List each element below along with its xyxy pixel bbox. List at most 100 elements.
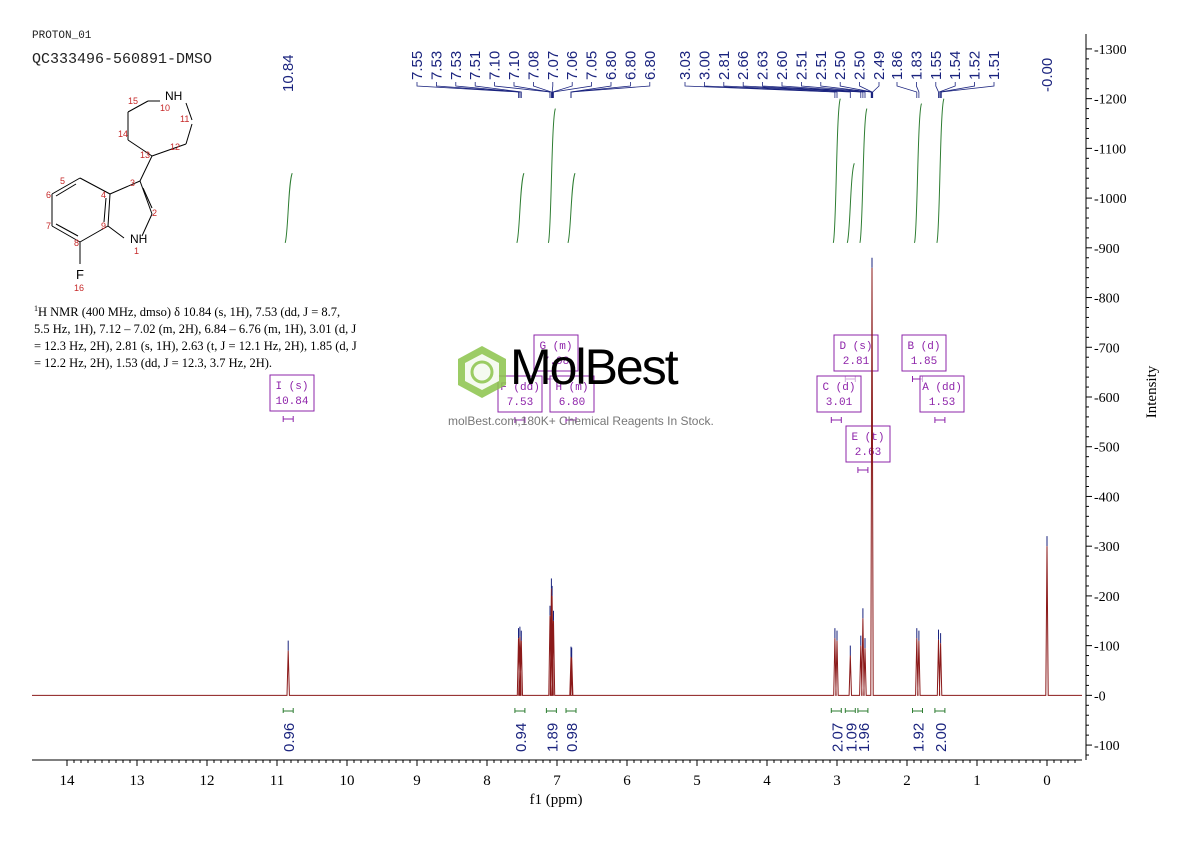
peak-label-leader: [896, 82, 918, 98]
atom-label: NH: [165, 89, 182, 103]
integral-value: 1.92: [911, 723, 928, 752]
atom-label: F: [76, 267, 84, 282]
multiplet-range: [565, 417, 577, 423]
peak-label: 7.53: [428, 51, 445, 80]
sample-id: QC333496-560891-DMSO: [32, 51, 213, 68]
multiplet-shift: 7.08: [543, 356, 569, 368]
integral-bracket: [844, 708, 856, 713]
peak-label: 1.54: [947, 51, 964, 80]
multiplet-box: [833, 334, 879, 372]
x-tick-label: 13: [130, 773, 145, 789]
peak-label-leader: [570, 82, 651, 98]
x-tick-label: 14: [60, 773, 76, 789]
atom-label: 8: [74, 238, 79, 248]
peak-label: 1.51: [986, 51, 1003, 80]
peak-label: 2.51: [793, 51, 810, 80]
multiplet-box: [845, 425, 891, 463]
integral-curve: [516, 173, 525, 243]
atom-label: 2: [152, 208, 157, 218]
y-tick-label: -200: [1094, 590, 1120, 605]
multiplet-range: [282, 416, 294, 422]
x-tick-label: 6: [623, 773, 631, 789]
peak-label: 7.05: [584, 51, 601, 80]
integral-bracket: [830, 708, 842, 713]
spectrum-line: [32, 267, 1082, 696]
y-tick-label: -100: [1094, 739, 1120, 754]
x-tick-label: 1: [973, 773, 981, 789]
peak-label: 1.86: [889, 51, 906, 80]
y-tick-label: -1200: [1094, 93, 1127, 108]
watermark-tagline: molBest.com,180K+ Chemical Reagents In S…: [448, 414, 714, 428]
multiplet-box: [901, 334, 947, 372]
description-line-1: H NMR (400 MHz, dmso) δ 10.84 (s, 1H), 7…: [38, 305, 341, 320]
peak-label: 3.03: [677, 51, 694, 80]
x-tick-label: 3: [833, 773, 841, 789]
multiplet-shift: 1.53: [929, 397, 955, 409]
atom-label: 10: [160, 103, 170, 113]
peak-label: 6.80: [603, 51, 620, 80]
peak-label-leader: [935, 82, 939, 98]
multiplet-shift: 10.84: [275, 396, 308, 408]
integral-value: 2.07: [829, 723, 846, 752]
integral-values: 0.96 0.94 1.89 0.98 2.071.091.96 1.92 2.00: [281, 708, 950, 752]
atom-label: 6: [46, 190, 51, 200]
description-line-2: 5.5 Hz, 1H), 7.12 – 7.02 (m, 2H), 6.84 –…: [34, 322, 357, 337]
peak-label-leader: [474, 82, 522, 98]
integral-curve: [846, 163, 855, 243]
atom-label: 3: [130, 178, 135, 188]
multiplet-type: G (m): [539, 341, 572, 353]
multiplet-shift: 3.01: [826, 397, 853, 409]
peak-label-leader: [552, 82, 573, 98]
isotope-superscript: 1: [34, 304, 38, 313]
peak-label: 1.55: [928, 51, 945, 80]
integral-bracket: [912, 708, 923, 713]
integral-bracket: [934, 708, 946, 713]
peak-label: 7.10: [487, 51, 504, 80]
peak-label: 6.80: [642, 51, 659, 80]
y-tick-label: -0: [1094, 689, 1106, 704]
integral-value: 0.96: [281, 723, 298, 752]
integral-curve: [567, 173, 576, 243]
peak-label-leader: [859, 82, 873, 98]
peak-label-leader: [916, 82, 920, 98]
y-tick-label: -900: [1094, 242, 1120, 257]
x-tick-label: 10: [340, 773, 355, 789]
x-tick-label: 8: [483, 773, 491, 789]
peak-label: 2.66: [735, 51, 752, 80]
description-line-4: = 12.2 Hz, 2H), 1.53 (dd, J = 12.3, 3.7 …: [34, 356, 273, 371]
x-tick-label: 4: [763, 773, 771, 789]
x-tick-label: 12: [200, 773, 215, 789]
integral-bracket: [857, 708, 869, 713]
multiplet-shift: 7.53: [507, 397, 533, 409]
atom-label: NH: [130, 232, 147, 246]
peak-label-leader: [940, 82, 975, 98]
y-tick-label: -600: [1094, 391, 1120, 406]
multiplet-range: [934, 417, 946, 423]
x-axis: 14 13 12 11 10 9 8 7 6 5 4 3 2 1 0: [32, 759, 1082, 789]
multiplet-type: F (dd): [500, 382, 540, 394]
y-tick-label: -1300: [1094, 43, 1127, 58]
peak-label: 7.10: [506, 51, 523, 80]
peak-label: 7.51: [467, 51, 484, 80]
atom-label: 7: [46, 221, 51, 231]
y-tick-label: -100: [1094, 640, 1120, 655]
y-tick-label: -800: [1094, 292, 1120, 307]
peak-label: 2.49: [871, 51, 888, 80]
multiplet-type: E (t): [851, 432, 884, 444]
peak-label: 6.80: [622, 51, 639, 80]
peak-label: 7.07: [545, 51, 562, 80]
peak-label: 2.60: [774, 51, 791, 80]
peak-label-leader: [872, 82, 880, 98]
integral-value: 0.94: [513, 723, 530, 752]
integral-curve: [832, 98, 841, 243]
multiplet-box: [269, 374, 315, 412]
integral-curve: [914, 103, 922, 243]
x-axis-label: f1 (ppm): [530, 792, 583, 808]
peak-label: 7.08: [525, 51, 542, 80]
spectrum-trace: [32, 257, 1082, 696]
atom-label: 5: [60, 176, 65, 186]
peak-label-leader: [513, 82, 551, 98]
peak-label: 7.06: [564, 51, 581, 80]
atom-label: 16: [74, 283, 84, 293]
